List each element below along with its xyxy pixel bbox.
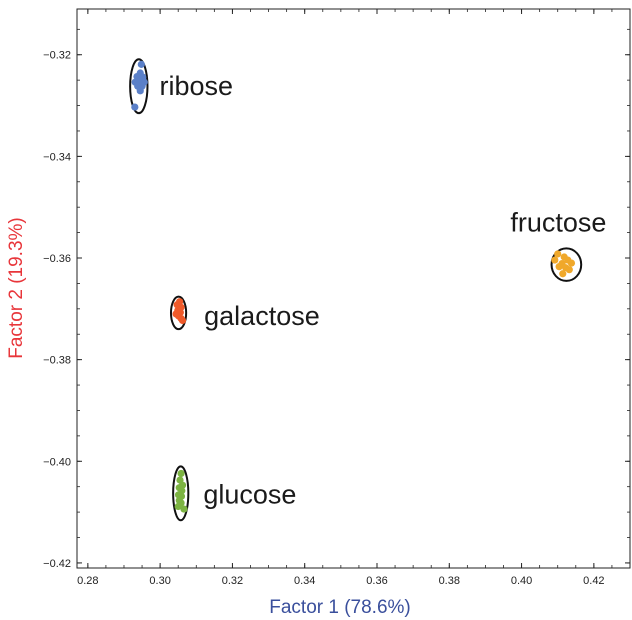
ribose-point [137, 60, 145, 68]
x-tick-label: 0.30 [149, 575, 170, 587]
cluster-labels: ribose fructose galactose glucose [159, 71, 606, 509]
ribose-point [136, 87, 144, 95]
y-tick-label: −0.32 [43, 50, 71, 62]
x-tick-label: 0.40 [511, 575, 532, 587]
y-tick-label: −0.38 [43, 355, 71, 367]
fructose-label: fructose [510, 207, 606, 237]
x-tick-label: 0.34 [294, 575, 315, 587]
x-tick-label: 0.42 [583, 575, 604, 587]
glucose-label: glucose [203, 479, 296, 509]
x-tick-label: 0.36 [366, 575, 387, 587]
ribose-label: ribose [159, 71, 233, 101]
fructose-point [551, 256, 559, 264]
fructose-cluster-ellipse [550, 247, 583, 282]
fructose-point [567, 259, 576, 267]
ribose-cluster-ellipse [129, 58, 149, 115]
ribose-point [131, 103, 139, 111]
glucose-cluster-ellipse [172, 465, 190, 522]
x-axis-title: Factor 1 (78.6%) [269, 597, 411, 618]
x-axis-ticks: 0.28 0.30 0.32 0.34 0.36 0.38 0.40 0.42 [77, 9, 613, 587]
cluster-ellipses [129, 58, 583, 522]
fructose-point [559, 270, 567, 278]
fructose-point [554, 250, 562, 258]
plot-frame [76, 8, 631, 569]
x-tick-label: 0.28 [77, 575, 98, 587]
galactose-cluster-ellipse [169, 295, 188, 331]
fructose-point [555, 263, 563, 271]
glucose-point [177, 469, 185, 478]
glucose-point [174, 502, 182, 511]
fructose-point [565, 266, 573, 274]
y-tick-label: −0.40 [43, 456, 71, 468]
x-tick-label: 0.38 [439, 575, 460, 587]
glucose-point [180, 505, 188, 513]
data-points [131, 60, 576, 513]
galactose-label: galactose [204, 301, 320, 331]
y-tick-label: −0.34 [43, 151, 71, 163]
y-tick-label: −0.36 [43, 253, 71, 265]
y-axis-ticks: −0.32 −0.34 −0.36 −0.38 −0.40 −0.42 [43, 28, 630, 570]
x-tick-label: 0.32 [222, 575, 243, 587]
y-axis-title: Factor 2 (19.3%) [6, 217, 27, 359]
y-tick-label: −0.42 [43, 558, 71, 570]
galactose-point [178, 316, 187, 325]
